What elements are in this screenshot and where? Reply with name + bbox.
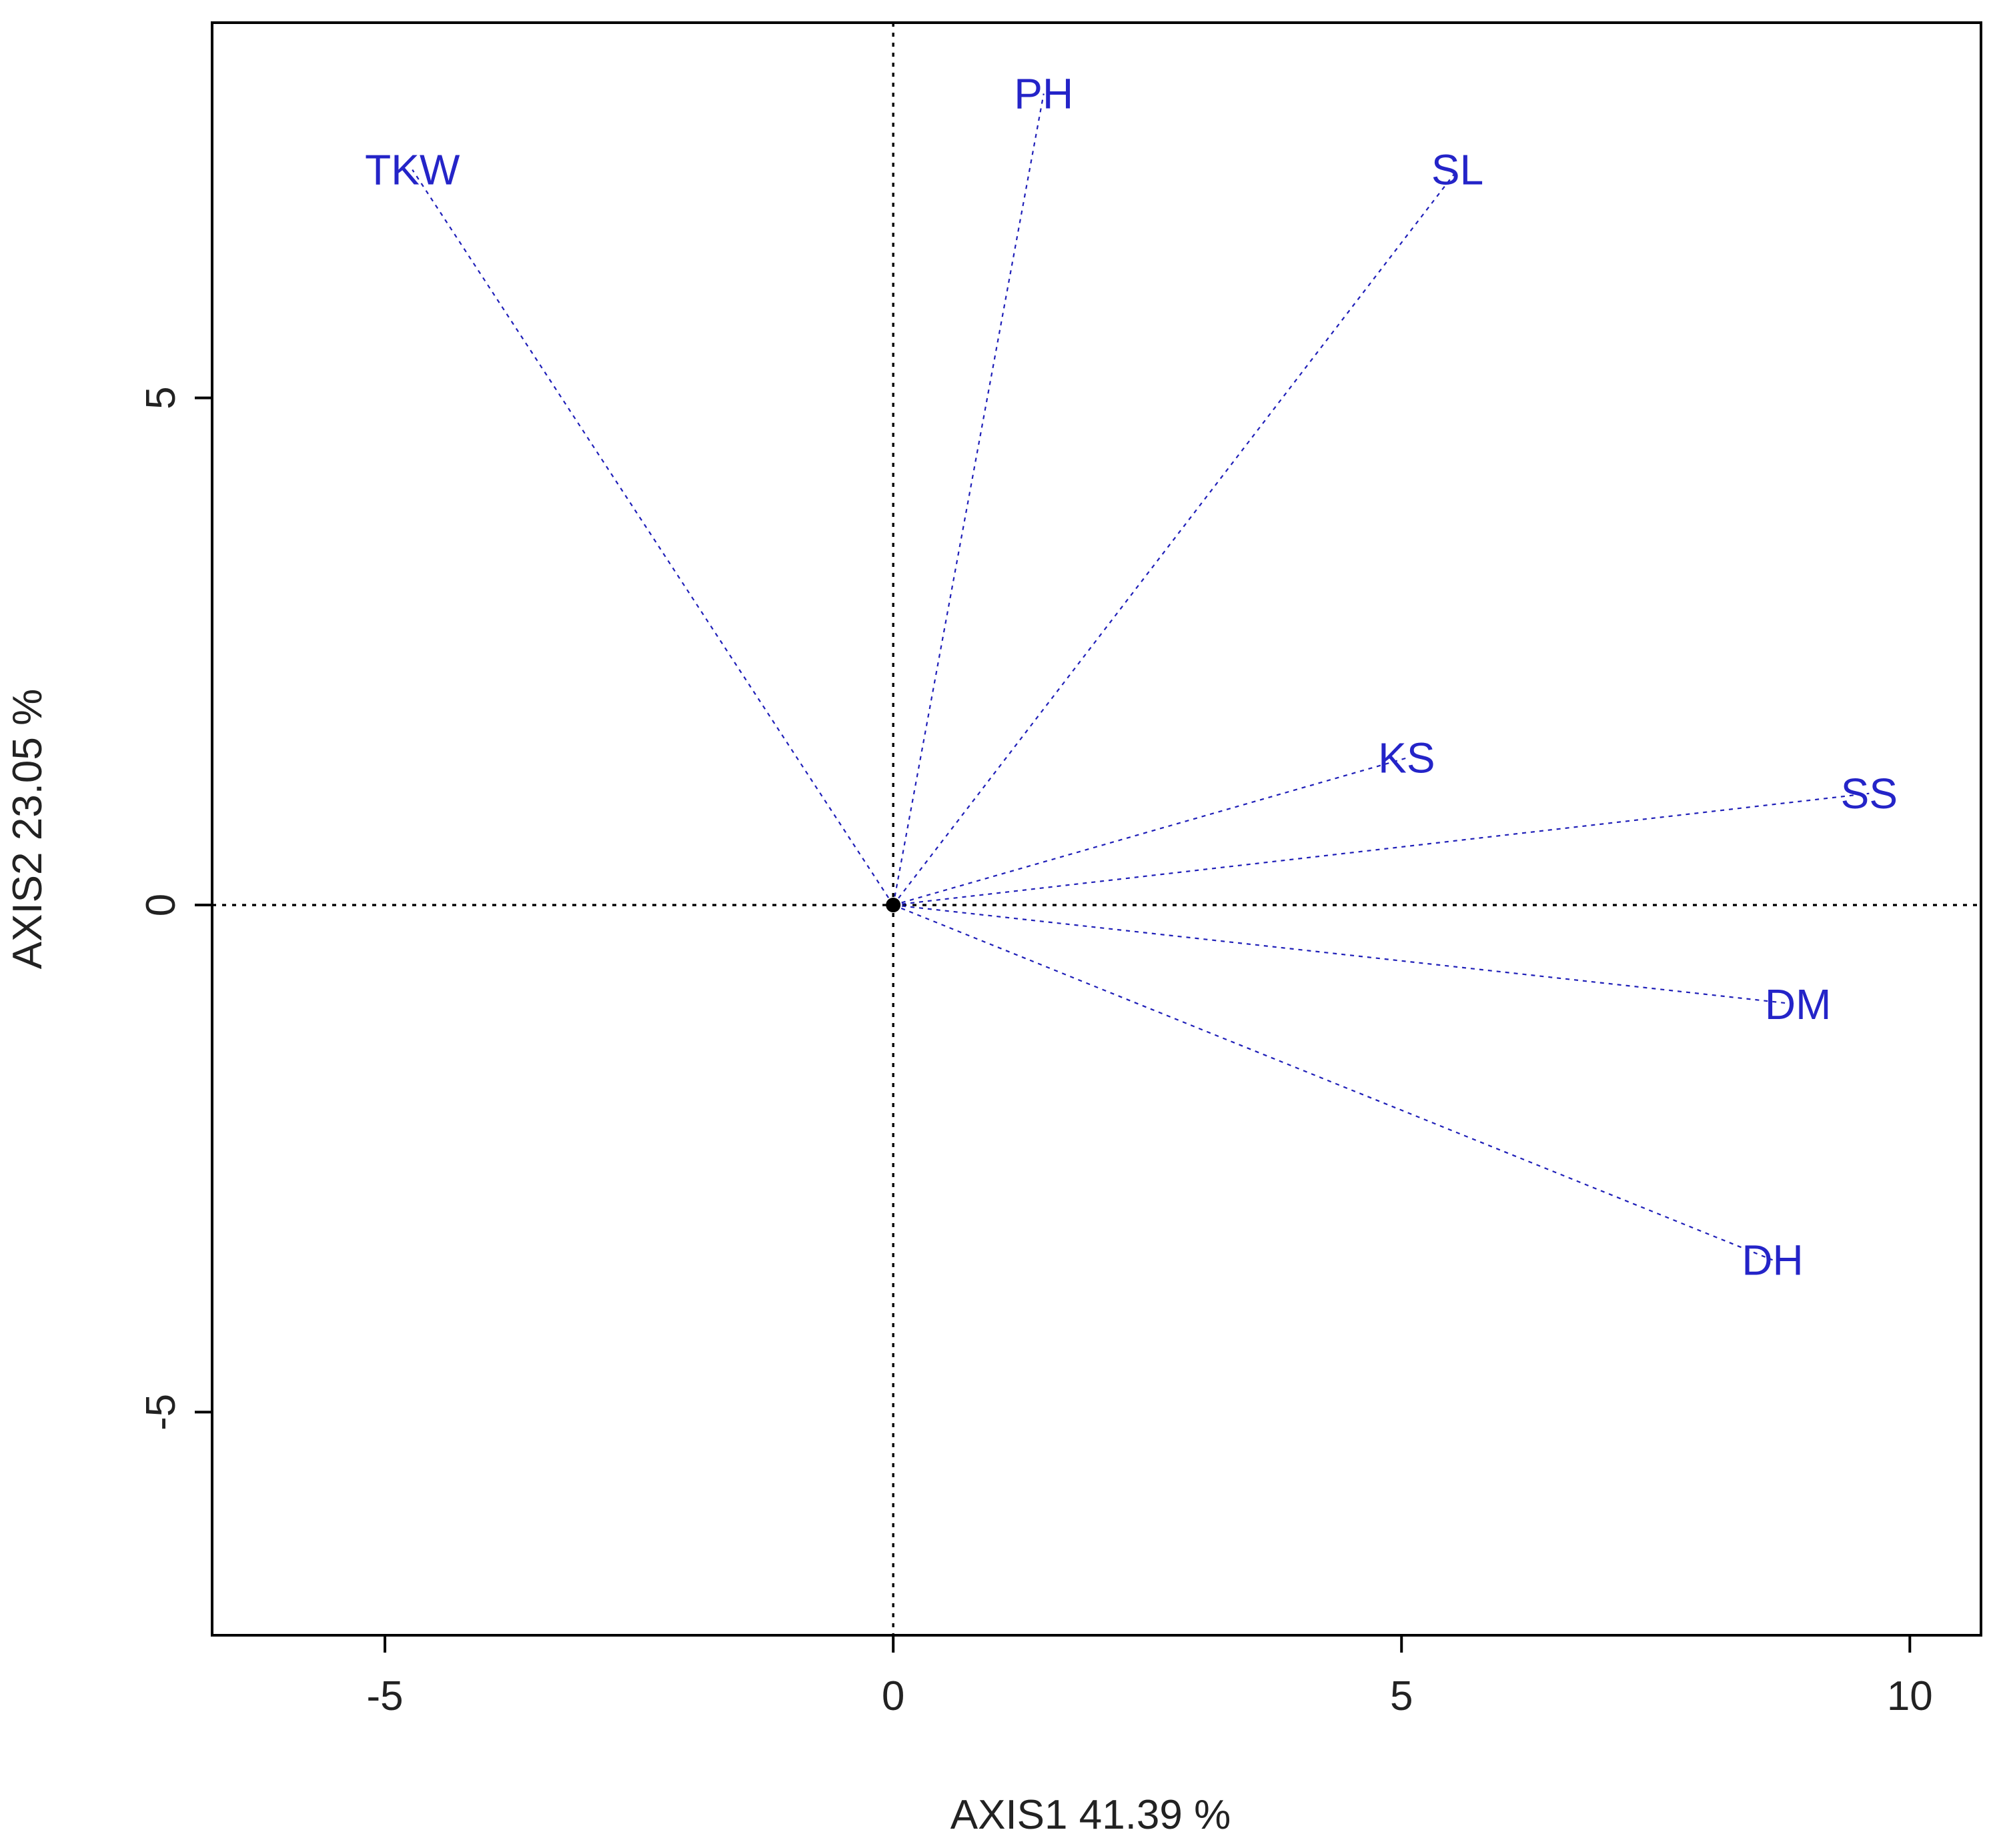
plot-frame	[211, 21, 1982, 1637]
y-tick-label: -5	[138, 1394, 184, 1431]
zero-reference-lines	[212, 23, 1981, 1635]
vector-sl	[892, 169, 1458, 906]
vector-tkw	[412, 169, 894, 906]
x-tick-label: 0	[882, 1673, 904, 1719]
x-axis-title: AXIS1 41.39 %	[950, 1792, 1231, 1838]
y-tick-label: 0	[138, 894, 184, 916]
vector-label-ph: PH	[1014, 69, 1073, 117]
y-axis-title: AXIS2 23.05 %	[5, 689, 51, 970]
variable-vectors	[412, 93, 1870, 1261]
y-tick-label: 5	[138, 386, 184, 409]
vector-label-ks: KS	[1378, 734, 1435, 782]
vector-label-ss: SS	[1841, 770, 1898, 818]
x-tick-label: 10	[1887, 1673, 1933, 1719]
vector-dh	[892, 904, 1773, 1261]
y-axis: -5 0 5	[138, 386, 212, 1431]
vector-label-tkw: TKW	[365, 146, 460, 194]
x-tick-label: 5	[1390, 1673, 1413, 1719]
x-axis: -5 0 5 10	[367, 1635, 1933, 1719]
vector-ph	[892, 93, 1045, 906]
x-tick-label: -5	[367, 1673, 404, 1719]
vector-ks	[892, 757, 1407, 906]
vector-label-sl: SL	[1431, 146, 1483, 194]
variable-labels: TKW PH SL KS SS DM DH	[365, 69, 1898, 1284]
origin-point	[886, 898, 901, 913]
vector-label-dm: DM	[1765, 980, 1832, 1028]
vector-ss	[893, 792, 1870, 906]
vector-label-dh: DH	[1742, 1236, 1803, 1284]
origin-marker	[886, 898, 901, 913]
